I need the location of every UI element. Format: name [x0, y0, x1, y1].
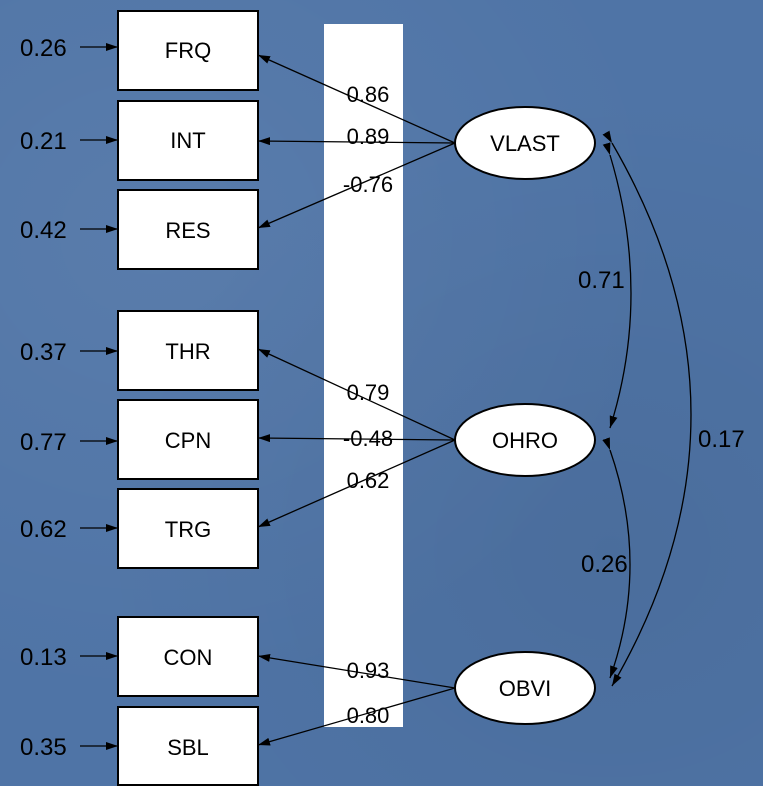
correlation-arc-vlast-obvi: [602, 130, 692, 687]
indicator-label: INT: [170, 128, 205, 153]
indicator-label: TRG: [165, 517, 211, 542]
indicator-sbl: SBL: [117, 706, 259, 786]
loading-value-res: -0.76: [343, 172, 393, 197]
correlation-value-vlast-ohro: 0.71: [578, 267, 625, 294]
latent-obvi: OBVI: [454, 651, 596, 725]
error-arrows: [80, 43, 118, 750]
indicator-label: CPN: [165, 428, 211, 453]
error-value-thr: 0.37: [20, 339, 67, 366]
error-value-frq: 0.26: [20, 35, 67, 62]
loading-value-trg: 0.62: [347, 468, 390, 493]
correlation-arcs: [602, 130, 692, 687]
loading-value-thr: 0.79: [347, 380, 390, 405]
correlation-values: 0.71 0.26 0.17: [578, 267, 745, 578]
indicator-cpn: CPN: [117, 399, 259, 480]
indicator-label: SBL: [167, 735, 209, 760]
loading-values: 0.86 0.89 -0.76 0.79 -0.48 0.62 0.93 0.8…: [343, 82, 393, 728]
indicator-res: RES: [117, 189, 259, 270]
indicator-label: FRQ: [165, 38, 211, 63]
loading-arrow-ohro-cpn: [257, 434, 456, 443]
latent-label: OHRO: [492, 428, 558, 453]
loading-value-int: 0.89: [347, 124, 390, 149]
loading-value-cpn: -0.48: [343, 426, 393, 451]
loading-arrow-ohro-thr: [257, 348, 456, 441]
indicator-frq: FRQ: [117, 10, 259, 91]
loading-arrows: [257, 54, 456, 746]
latent-vlast: VLAST: [454, 106, 596, 180]
error-values: 0.26 0.21 0.42 0.37 0.77 0.62 0.13 0.35: [20, 35, 67, 761]
indicator-thr: THR: [117, 310, 259, 391]
loading-value-sbl: 0.80: [347, 703, 390, 728]
correlation-value-ohro-obvi: 0.26: [581, 551, 628, 578]
loading-arrow-ohro-trg: [257, 439, 456, 528]
latent-ohro: OHRO: [454, 403, 596, 477]
loading-arrow-vlast-int: [257, 137, 456, 146]
error-value-sbl: 0.35: [20, 734, 67, 761]
error-value-cpn: 0.77: [20, 429, 67, 456]
indicator-label: CON: [164, 645, 213, 670]
indicator-boxes: FRQ INT RES THR CPN TRG CON SBL: [117, 10, 259, 786]
loading-arrow-obvi-con: [257, 653, 456, 689]
loading-value-con: 0.93: [347, 658, 390, 683]
indicator-con: CON: [117, 616, 259, 697]
error-value-trg: 0.62: [20, 516, 67, 543]
loading-arrow-obvi-sbl: [257, 687, 456, 746]
error-value-res: 0.42: [20, 217, 67, 244]
indicator-label: THR: [165, 339, 210, 364]
indicator-trg: TRG: [117, 488, 259, 569]
latent-ellipses: VLAST OHRO OBVI: [454, 106, 596, 725]
error-value-con: 0.13: [20, 644, 67, 671]
indicator-label: RES: [165, 218, 210, 243]
error-value-int: 0.21: [20, 128, 67, 155]
correlation-value-vlast-obvi: 0.17: [698, 426, 745, 453]
loading-value-frq: 0.86: [347, 82, 390, 107]
latent-label: OBVI: [499, 676, 552, 701]
latent-label: VLAST: [490, 131, 560, 156]
indicator-int: INT: [117, 100, 259, 181]
loading-arrow-vlast-frq: [257, 54, 456, 144]
loading-arrow-vlast-res: [257, 142, 456, 229]
